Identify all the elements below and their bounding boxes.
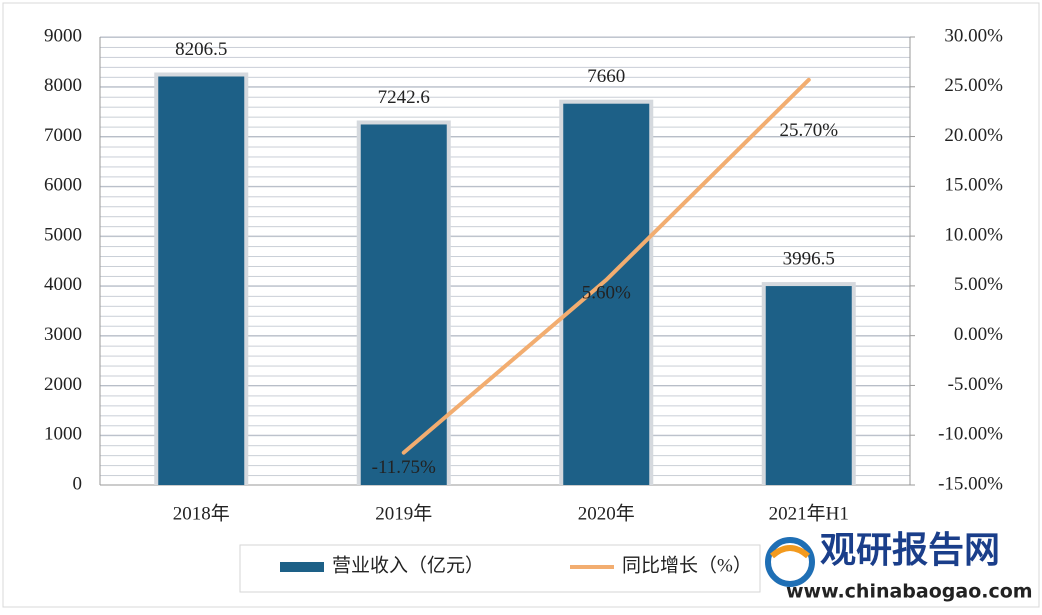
- y2-tick-label: -10.00%: [938, 424, 1003, 445]
- line-value-label: 25.70%: [779, 120, 838, 141]
- bar-value-label: 7660: [587, 66, 625, 87]
- y-tick-label: 4000: [44, 274, 82, 295]
- bar-value-label: 7242.6: [378, 87, 430, 108]
- y-tick-label: 6000: [44, 175, 82, 196]
- bar: [360, 124, 447, 486]
- y-tick-label: 5000: [44, 224, 82, 245]
- y-tick-label: 7000: [44, 125, 82, 146]
- bar: [765, 286, 852, 485]
- y2-tick-label: 25.00%: [944, 75, 1003, 96]
- bar: [563, 103, 650, 486]
- bar-value-label: 8206.5: [175, 39, 227, 60]
- y2-tick-label: 30.00%: [944, 25, 1003, 46]
- y2-tick-label: -5.00%: [948, 374, 1004, 395]
- watermark-url: www.chinabaogao.com: [786, 581, 1033, 603]
- watermark: 观研报告网 www.chinabaogao.com: [765, 530, 1033, 603]
- line-value-label: -11.75%: [372, 457, 436, 478]
- watermark-name: 观研报告网: [820, 530, 1000, 571]
- bar: [158, 76, 245, 486]
- x-tick-label: 2020年: [578, 502, 635, 524]
- y2-tick-label: -15.00%: [938, 473, 1003, 494]
- y-tick-label: 9000: [44, 25, 82, 46]
- y2-tick-label: 5.00%: [954, 274, 1003, 295]
- legend-label: 营业收入（亿元）: [332, 554, 484, 576]
- y-tick-label: 2000: [44, 374, 82, 395]
- bar-value-label: 3996.5: [783, 248, 835, 269]
- legend-swatch: [280, 562, 324, 572]
- y-tick-label: 1000: [44, 424, 82, 445]
- legend-box: [239, 544, 761, 593]
- x-tick-label: 2018年: [173, 502, 230, 524]
- y-tick-label: 8000: [44, 75, 82, 96]
- y2-tick-label: 15.00%: [944, 175, 1003, 196]
- legend-label: 同比增长（%）: [622, 554, 752, 576]
- x-tick-label: 2021年H1: [769, 502, 849, 524]
- y2-tick-label: 20.00%: [944, 125, 1003, 146]
- line: [401, 77, 811, 455]
- y2-tick-label: 10.00%: [944, 224, 1003, 245]
- x-tick-label: 2019年: [375, 502, 432, 524]
- y-tick-label: 0: [73, 473, 83, 494]
- y-tick-label: 3000: [44, 324, 82, 345]
- y2-tick-label: 0.00%: [954, 324, 1003, 345]
- line-value-label: 5.60%: [582, 282, 631, 303]
- logo-arc: [770, 545, 810, 559]
